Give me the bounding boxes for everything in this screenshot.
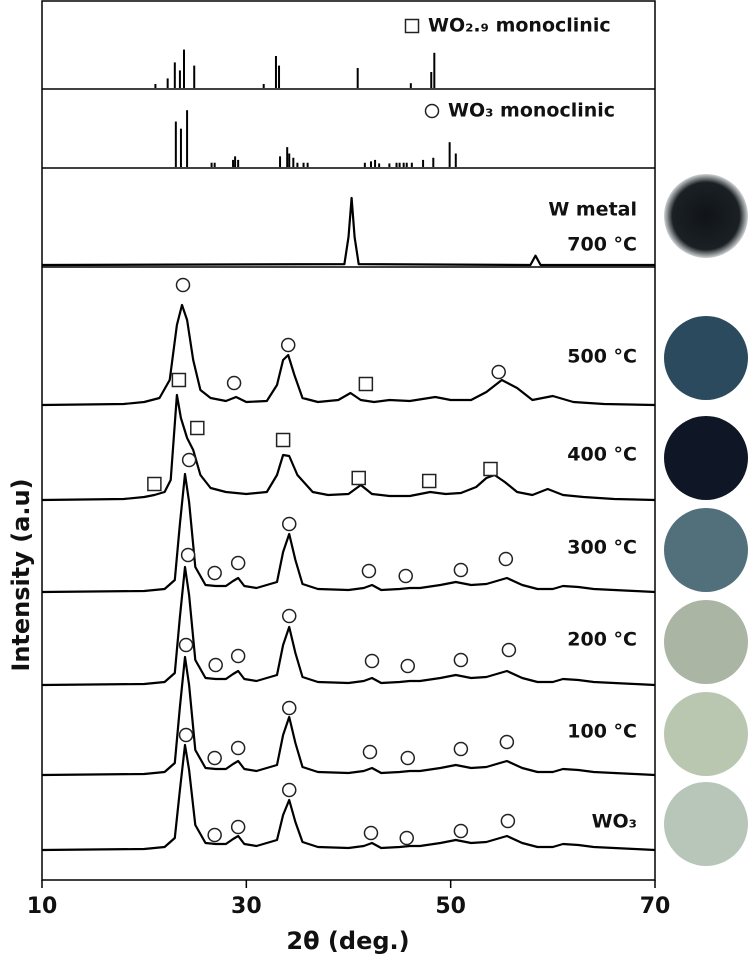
marker-circle <box>280 337 296 353</box>
marker-circle <box>363 825 379 841</box>
marker-circle <box>178 727 194 743</box>
legend-label: WO₂.₉ monoclinic <box>428 15 611 37</box>
marker-circle <box>500 813 516 829</box>
marker-circle <box>398 568 413 584</box>
marker-circle <box>501 642 517 658</box>
marker-circle <box>230 555 246 571</box>
x-tick-label: 30 <box>231 894 262 919</box>
marker-circle <box>399 830 414 846</box>
marker-circle <box>207 827 222 843</box>
series-label: WO₃ <box>592 811 637 833</box>
marker-square <box>171 372 187 388</box>
sample-photo <box>664 600 748 684</box>
marker-circle <box>498 551 514 567</box>
x-tick-label: 70 <box>640 894 671 919</box>
marker-circle <box>207 750 222 766</box>
pattern-line <box>41 655 656 777</box>
sample-photo <box>664 692 748 776</box>
annotation: W metal <box>548 199 637 221</box>
x-tick-label: 10 <box>27 894 58 919</box>
marker-square <box>483 461 498 477</box>
marker-circle <box>208 657 223 673</box>
marker-circle <box>453 741 469 757</box>
marker-circle <box>230 648 246 664</box>
marker-circle <box>361 563 377 579</box>
x-axis-title: 2θ (deg.) <box>286 927 409 955</box>
marker-circle <box>491 364 506 380</box>
legend-label: WO₃ monoclinic <box>448 100 615 122</box>
marker-circle <box>453 823 469 839</box>
sample-photo <box>664 782 748 866</box>
marker-circle <box>207 565 222 581</box>
marker-square <box>275 432 291 448</box>
sample-photo <box>664 508 748 592</box>
pattern-line <box>41 565 656 687</box>
marker-circle <box>178 637 194 653</box>
marker-circle <box>230 819 246 835</box>
marker-circle <box>281 608 297 624</box>
marker-circle <box>453 652 469 668</box>
pattern-line <box>41 303 656 407</box>
series-label: 400 °C <box>567 444 637 466</box>
pattern-line <box>41 196 655 267</box>
sample-photo <box>664 416 748 500</box>
sample-photo <box>664 316 748 400</box>
y-axis-title: Intensity (a.u) <box>7 478 35 671</box>
marker-circle <box>281 516 297 532</box>
plot-frame <box>41 0 656 881</box>
marker-circle <box>362 744 378 760</box>
marker-square <box>190 420 205 436</box>
marker-circle <box>175 277 191 293</box>
pattern-line <box>41 743 656 852</box>
marker-circle <box>230 740 246 756</box>
marker-square <box>147 476 162 492</box>
marker-square <box>351 470 366 486</box>
x-tick-label: 50 <box>435 894 466 919</box>
sample-photo <box>664 174 748 258</box>
series-label: 500 °C <box>567 346 637 368</box>
marker-square <box>404 18 420 34</box>
series-label: 200 °C <box>567 629 637 651</box>
series-label: 100 °C <box>567 721 637 743</box>
series-label: 300 °C <box>567 537 637 559</box>
marker-circle <box>180 547 196 563</box>
marker-circle <box>281 782 297 798</box>
marker-circle <box>499 734 515 750</box>
marker-square <box>358 376 374 392</box>
marker-circle <box>281 700 297 716</box>
marker-circle <box>181 452 197 468</box>
marker-circle <box>424 103 440 119</box>
pattern-line <box>41 393 656 502</box>
marker-circle <box>226 375 242 391</box>
marker-circle <box>400 750 416 766</box>
marker-circle <box>453 562 469 578</box>
series-label: 700 °C <box>567 234 637 256</box>
marker-square <box>421 473 437 489</box>
marker-circle <box>400 658 416 674</box>
pattern-line <box>41 472 656 594</box>
marker-circle <box>364 653 380 669</box>
sample-photos <box>664 174 748 866</box>
